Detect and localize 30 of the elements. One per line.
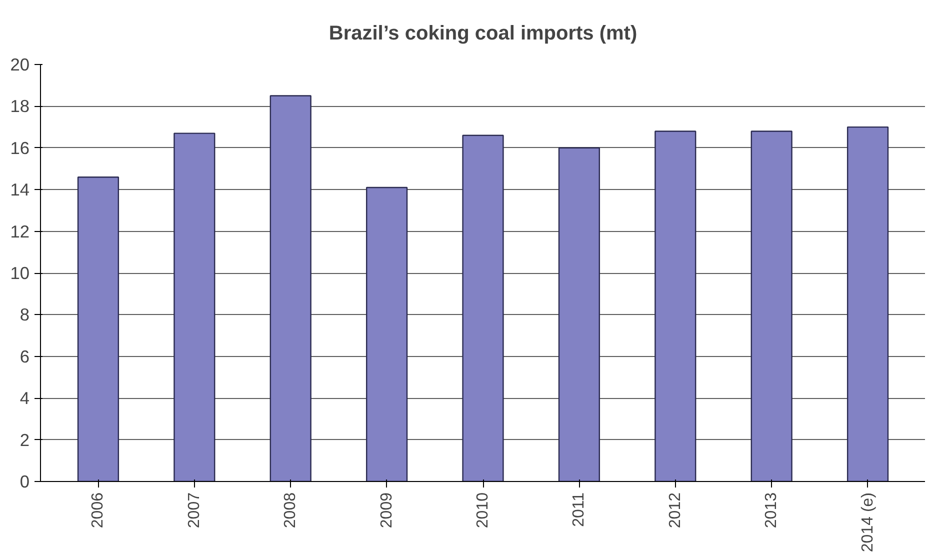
bar [174,132,216,482]
y-tick-label: 18 [10,96,30,116]
bar [270,95,312,482]
y-tick-label: 4 [20,388,30,408]
y-tick-label: 16 [10,138,30,158]
bar [462,134,504,482]
y-tick-label: 20 [10,54,30,74]
bar [846,126,889,482]
x-tick-label: 2007 [186,492,203,528]
x-tick-label: 2006 [90,492,107,528]
x-tick-label: 2010 [474,492,492,528]
x-tick-label: 2011 [570,492,588,527]
bar [654,130,696,482]
y-tick-label: 14 [10,180,30,200]
y-tick-label: 0 [20,472,30,492]
y-tick-label: 8 [20,304,30,325]
y-tick-label: 6 [20,346,30,366]
x-tick-label: 2009 [378,492,396,528]
x-tick-label: 2014 (e) [859,492,876,552]
y-tick-label: 10 [10,263,30,283]
x-tick-label: 2013 [763,492,780,528]
bar [750,130,792,482]
x-tick-label: 2012 [666,492,684,528]
bar [366,186,408,482]
bar [558,147,600,482]
y-tick-label: 2 [20,430,30,450]
x-tick-label: 2008 [282,492,300,528]
chart-title: Brazil’s coking coal imports (mt) [328,22,638,44]
y-tick-label: 12 [10,221,30,242]
bar [77,176,120,482]
